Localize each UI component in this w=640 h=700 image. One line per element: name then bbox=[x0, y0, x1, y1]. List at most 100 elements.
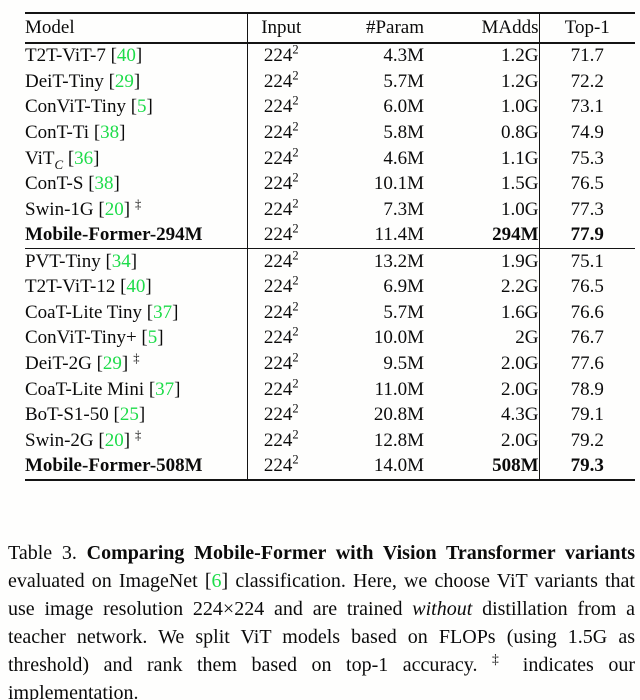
param-value: 10.0M bbox=[373, 327, 424, 349]
citation-bracket: [ bbox=[63, 147, 75, 169]
caption-segment: distillation from a teacher network. We … bbox=[8, 598, 635, 676]
citation-link[interactable]: 20 bbox=[104, 198, 124, 220]
input-exponent: 2 bbox=[292, 325, 299, 340]
input-value: 224 bbox=[263, 301, 293, 323]
model-name: ConT-Ti bbox=[25, 121, 90, 143]
top1-cell: 77.9 bbox=[538, 222, 635, 249]
top1-cell: 71.7 bbox=[538, 43, 635, 69]
citation-link[interactable]: 34 bbox=[111, 250, 131, 272]
model-name: Mobile-Former-294M bbox=[25, 224, 203, 246]
citation-link[interactable]: 29 bbox=[102, 353, 122, 375]
top1-cell: 76.5 bbox=[538, 171, 635, 198]
madds-cell: 4.3G bbox=[424, 403, 539, 429]
input-value: 224 bbox=[263, 96, 293, 118]
madds-cell: 1.1G bbox=[424, 146, 539, 172]
input-cell: 2242 bbox=[246, 248, 315, 275]
top1-value: 76.6 bbox=[570, 301, 604, 323]
top1-cell: 77.6 bbox=[538, 351, 635, 377]
input-value: 224 bbox=[263, 198, 293, 220]
citation-bracket: [ bbox=[115, 276, 127, 298]
model-name: Swin-1G bbox=[25, 198, 94, 220]
citation-link[interactable]: 40 bbox=[126, 276, 146, 298]
param-value: 20.8M bbox=[373, 404, 424, 426]
top1-value: 76.5 bbox=[570, 276, 604, 298]
model-cell: DeiT-2G [29] ‡ bbox=[25, 351, 247, 377]
input-value: 224 bbox=[263, 147, 293, 169]
top1-cell: 76.7 bbox=[538, 325, 635, 352]
model-cell: BoT-S1-50 [25] bbox=[25, 403, 247, 429]
param-value: 5.7M bbox=[383, 70, 424, 92]
madds-value: 1.9G bbox=[501, 250, 539, 272]
madds-cell: 1.0G bbox=[424, 197, 539, 223]
input-cell: 2242 bbox=[246, 68, 315, 95]
table-row: DeiT-Tiny [29] 2242 5.7M 1.2G 72.2 bbox=[25, 68, 635, 95]
model-cell: ConViT-Tiny+ [5] bbox=[25, 326, 247, 352]
madds-cell: 1.0G bbox=[424, 94, 539, 120]
madds-value: 2.2G bbox=[501, 276, 539, 298]
madds-value: 4.3G bbox=[501, 404, 539, 426]
madds-cell: 0.8G bbox=[424, 120, 539, 146]
caption-segment: evaluated on ImageNet [ bbox=[8, 570, 212, 592]
input-exponent: 2 bbox=[292, 299, 299, 314]
input-cell: 2242 bbox=[246, 325, 315, 352]
citation-bracket: ] bbox=[93, 147, 100, 169]
citation-link[interactable]: 40 bbox=[116, 45, 136, 67]
citation-bracket: [ bbox=[83, 173, 95, 195]
citation-bracket: ] bbox=[135, 45, 143, 67]
citation-link[interactable]: 37 bbox=[155, 378, 175, 400]
input-value: 224 bbox=[263, 45, 293, 67]
input-value: 224 bbox=[263, 327, 293, 349]
citation-bracket: [ bbox=[125, 96, 138, 118]
madds-cell: 508M bbox=[424, 454, 539, 480]
top1-value: 75.1 bbox=[570, 250, 604, 272]
top1-value: 79.1 bbox=[570, 404, 604, 426]
citation-link[interactable]: 6 bbox=[211, 570, 222, 592]
model-cell: T2T-ViT-7 [40] bbox=[25, 43, 247, 69]
input-cell: 2242 bbox=[246, 376, 315, 403]
model-subscript: C bbox=[54, 156, 64, 172]
model-cell: T2T-ViT-12 [40] bbox=[25, 274, 247, 300]
madds-value: 1.6G bbox=[501, 301, 539, 323]
citation-bracket: [ bbox=[136, 327, 148, 349]
citation-link[interactable]: 36 bbox=[74, 147, 94, 169]
model-name: Mobile-Former-508M bbox=[25, 455, 203, 477]
header-model: Model bbox=[25, 17, 75, 38]
citation-bracket: [ bbox=[100, 250, 112, 272]
citation-link[interactable]: 5 bbox=[147, 327, 158, 349]
model-cell: Mobile-Former-508M bbox=[25, 454, 247, 480]
top1-cell: 77.3 bbox=[538, 197, 635, 223]
madds-value: 2G bbox=[515, 327, 539, 349]
param-cell: 6.9M bbox=[315, 274, 424, 300]
madds-value: 1.2G bbox=[501, 45, 539, 67]
input-exponent: 2 bbox=[292, 453, 299, 468]
param-cell: 4.6M bbox=[315, 146, 424, 172]
citation-bracket: [ bbox=[89, 121, 101, 143]
model-cell: Mobile-Former-294M bbox=[25, 223, 247, 249]
citation-link[interactable]: 20 bbox=[104, 430, 124, 452]
input-value: 224 bbox=[263, 250, 293, 272]
citation-bracket: [ bbox=[103, 70, 115, 92]
param-cell: 11.4M bbox=[315, 223, 424, 249]
citation-bracket: [ bbox=[93, 198, 105, 220]
input-cell: 2242 bbox=[246, 351, 315, 377]
table-row: ViTC [36] 2242 4.6M 1.1G 75.3 bbox=[25, 145, 635, 172]
top1-cell: 76.6 bbox=[538, 299, 635, 326]
table-row: Swin-1G [20] ‡ 2242 7.3M 1.0G 77.3 bbox=[25, 197, 635, 223]
madds-value: 0.8G bbox=[501, 121, 539, 143]
header-top1: Top-1 bbox=[538, 13, 635, 43]
citation-link[interactable]: 37 bbox=[153, 301, 173, 323]
citation-link[interactable]: 29 bbox=[114, 70, 134, 92]
model-cell: DeiT-Tiny [29] bbox=[25, 69, 247, 95]
citation-link[interactable]: 25 bbox=[119, 404, 139, 426]
citation-link[interactable]: 38 bbox=[94, 173, 114, 195]
citation-link[interactable]: 38 bbox=[100, 121, 120, 143]
model-name: T2T-ViT-12 bbox=[25, 276, 116, 298]
citation-link[interactable]: 5 bbox=[137, 96, 147, 118]
madds-cell: 2.0G bbox=[424, 428, 539, 454]
top1-cell: 78.9 bbox=[538, 376, 635, 403]
madds-value: 1.0G bbox=[501, 198, 539, 220]
input-exponent: 2 bbox=[292, 376, 299, 391]
caption-segment: Comparing Mobile-Former with Vision Tran… bbox=[86, 542, 635, 564]
citation-bracket: ] bbox=[174, 378, 181, 400]
